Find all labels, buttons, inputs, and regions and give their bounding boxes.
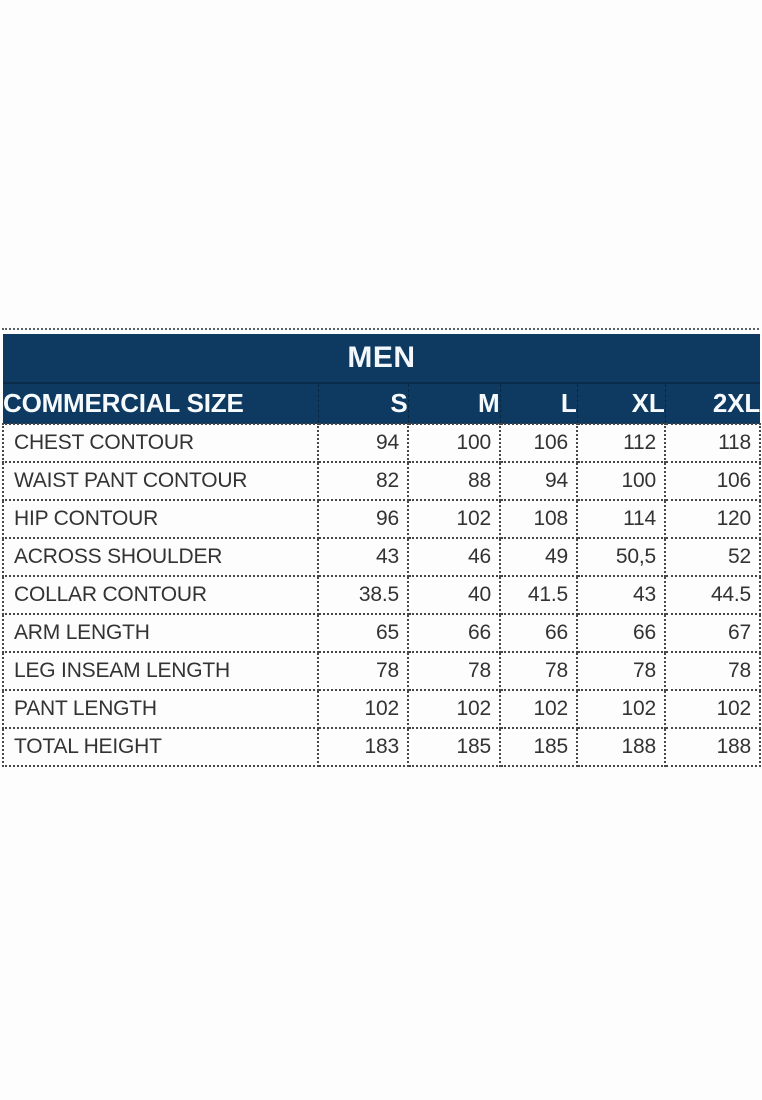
row-value: 40: [407, 575, 501, 615]
row-label: ARM LENGTH: [2, 613, 319, 653]
row-value: 106: [499, 423, 578, 463]
table-row: PANT LENGTH 102 102 102 102 102: [2, 689, 762, 729]
row-value: 102: [317, 689, 409, 729]
row-value: 78: [576, 651, 666, 691]
row-value: 88: [407, 461, 501, 501]
row-value: 41.5: [499, 575, 578, 615]
row-value: 78: [663, 651, 762, 691]
size-col-header-s: S: [317, 383, 408, 424]
size-chart: MEN COMMERCIAL SIZE S M L XL 2XL CHEST CONTO…: [2, 328, 762, 767]
row-value: 44.5: [663, 575, 762, 615]
row-value: 52: [663, 537, 762, 577]
table-title-row: MEN: [3, 334, 761, 384]
row-value: 102: [407, 499, 501, 539]
row-label: WAIST PANT CONTOUR: [2, 461, 319, 501]
table-row: CHEST CONTOUR 94 100 106 112 118: [2, 423, 762, 463]
row-value: 102: [407, 689, 501, 729]
row-value: 49: [499, 537, 578, 577]
row-value: 78: [407, 651, 501, 691]
row-value: 183: [317, 727, 409, 767]
row-value: 66: [576, 613, 666, 653]
table-row: ARM LENGTH 65 66 66 66 67: [2, 613, 762, 653]
row-value: 185: [407, 727, 501, 767]
row-label: COLLAR CONTOUR: [2, 575, 319, 615]
row-value: 112: [576, 423, 666, 463]
row-value: 188: [663, 727, 762, 767]
table-row: TOTAL HEIGHT 183 185 185 188 188: [2, 727, 762, 767]
row-value: 102: [499, 689, 578, 729]
row-label: PANT LENGTH: [2, 689, 319, 729]
row-value: 65: [317, 613, 409, 653]
row-value: 43: [317, 537, 409, 577]
row-value: 50,5: [576, 537, 666, 577]
size-col-header-xl: XL: [576, 383, 665, 424]
table-row: HIP CONTOUR 96 102 108 114 120: [2, 499, 762, 539]
row-value: 100: [576, 461, 666, 501]
row-label: TOTAL HEIGHT: [2, 727, 319, 767]
top-dotted-rule: [2, 328, 759, 330]
size-header-row: COMMERCIAL SIZE S M L XL 2XL: [3, 383, 760, 424]
table-row: WAIST PANT CONTOUR 82 88 94 100 106: [2, 461, 762, 501]
row-value: 188: [576, 727, 666, 767]
row-value: 106: [663, 461, 762, 501]
row-value: 185: [499, 727, 578, 767]
table-title: MEN: [3, 334, 761, 384]
row-value: 114: [576, 499, 666, 539]
row-value: 43: [576, 575, 666, 615]
row-value: 102: [576, 689, 666, 729]
row-value: 46: [407, 537, 501, 577]
row-value: 38.5: [317, 575, 409, 615]
row-value: 94: [317, 423, 409, 463]
row-value: 82: [317, 461, 409, 501]
size-col-header-l: L: [499, 383, 577, 424]
row-value: 118: [663, 423, 762, 463]
row-value: 94: [499, 461, 578, 501]
table-row: COLLAR CONTOUR 38.5 40 41.5 43 44.5: [2, 575, 762, 615]
row-value: 66: [407, 613, 501, 653]
row-value: 66: [499, 613, 578, 653]
row-value: 96: [317, 499, 409, 539]
size-col-header-m: M: [407, 383, 500, 424]
row-label: HIP CONTOUR: [2, 499, 319, 539]
row-value: 102: [663, 689, 762, 729]
row-value: 108: [499, 499, 578, 539]
size-col-header-2xl: 2XL: [664, 383, 760, 424]
table-body: CHEST CONTOUR 94 100 106 112 118 WAIST PANT CO…: [2, 423, 762, 767]
table-row: LEG INSEAM LENGTH 78 78 78 78 78: [2, 651, 762, 691]
row-value: 67: [663, 613, 762, 653]
row-value: 78: [317, 651, 409, 691]
row-label: LEG INSEAM LENGTH: [2, 651, 319, 691]
row-value: 78: [499, 651, 578, 691]
row-value: 120: [663, 499, 762, 539]
row-label: ACROSS SHOULDER: [2, 537, 319, 577]
commercial-size-header: COMMERCIAL SIZE: [3, 383, 318, 424]
row-value: 100: [407, 423, 501, 463]
row-label: CHEST CONTOUR: [2, 423, 319, 463]
table-row: ACROSS SHOULDER 43 46 49 50,5 52: [2, 537, 762, 577]
size-chart-table: MEN COMMERCIAL SIZE S M L XL 2XL CHEST CONTO…: [2, 334, 762, 767]
